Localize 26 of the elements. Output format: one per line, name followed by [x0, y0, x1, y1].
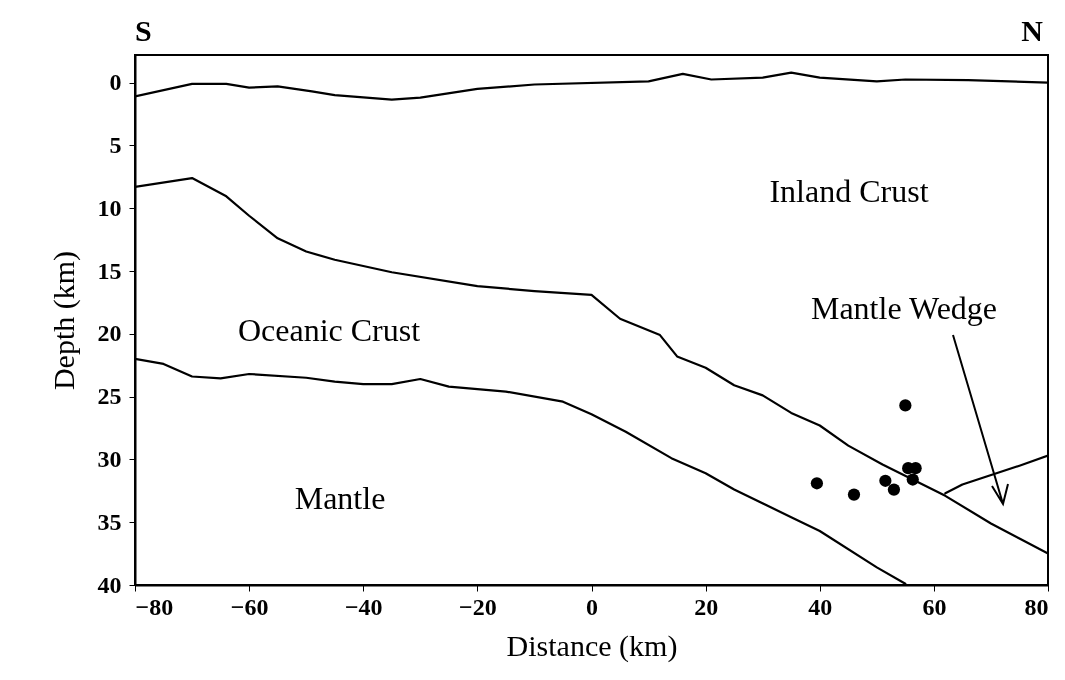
y-tick-label: 0: [109, 69, 122, 96]
annotation: Mantle: [294, 480, 386, 516]
text: S: [135, 14, 152, 47]
x-tick-label: −40: [344, 593, 383, 620]
y-axis-title: Depth (km): [46, 250, 81, 391]
y-tick-label: 20: [97, 320, 122, 347]
y-tick-label: 30: [97, 445, 122, 472]
y-tick-label: 40: [97, 571, 122, 598]
annotation: Mantle Wedge: [810, 290, 998, 326]
annotation: Oceanic Crust: [237, 312, 421, 348]
y-tick-label: 15: [97, 257, 122, 284]
x-tick-label: 0: [586, 593, 598, 620]
annotation: Inland Crust: [769, 173, 929, 209]
x-tick-label: 80: [1024, 593, 1049, 620]
y-tick-label: 35: [97, 508, 122, 535]
y-tick-label: 10: [97, 194, 122, 221]
x-tick-label: −60: [230, 593, 269, 620]
text: N: [1021, 14, 1044, 47]
x-tick-label: −20: [459, 593, 497, 620]
y-tick-label: 25: [97, 383, 122, 410]
y-tick-label: 5: [109, 131, 122, 158]
x-tick-label: 60: [922, 593, 947, 620]
x-tick-label: 20: [694, 593, 719, 620]
x-tick-label: −80: [135, 593, 174, 620]
x-tick-label: 40: [808, 593, 833, 620]
x-axis-title: Distance (km): [506, 628, 678, 663]
